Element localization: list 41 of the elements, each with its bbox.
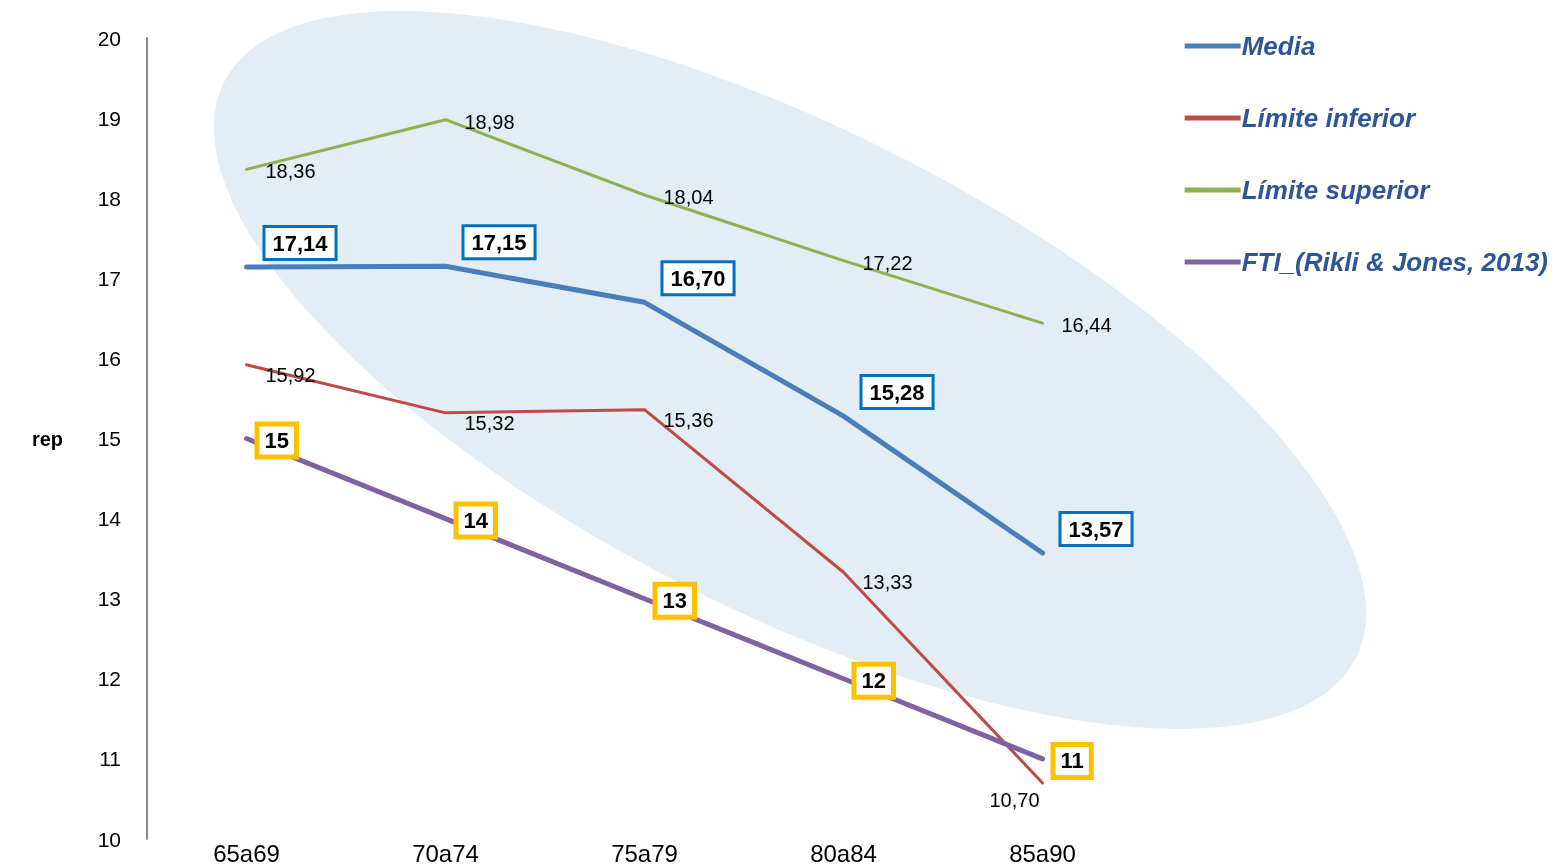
x-tick-label: 80a84	[810, 839, 877, 867]
data-label: 18,36	[265, 160, 316, 183]
y-tick-label: 19	[97, 106, 121, 130]
data-label: 15,32	[464, 411, 515, 434]
x-tick-label: 70a74	[412, 839, 479, 867]
y-tick-label: 17	[97, 266, 121, 290]
y-tick-label: 10	[97, 827, 121, 851]
data-label: 13	[662, 588, 687, 614]
data-label: 18,04	[663, 186, 714, 208]
x-tick-label: 75a79	[611, 839, 678, 867]
data-label: 15,36	[663, 408, 714, 431]
data-label: 12	[861, 668, 886, 694]
y-tick-label: 12	[97, 667, 121, 691]
data-label: 16,44	[1061, 314, 1112, 337]
y-tick-label: 14	[97, 507, 122, 531]
x-tick-label: 85a90	[1009, 839, 1076, 867]
x-tick-label: 65a69	[213, 839, 280, 867]
data-label: 17,14	[272, 230, 329, 256]
y-tick-label: 11	[99, 747, 121, 771]
data-label: 16,70	[670, 265, 726, 291]
y-tick-label: 16	[97, 346, 121, 370]
y-axis-title: rep	[31, 427, 63, 450]
y-tick-label: 15	[97, 427, 121, 450]
data-label: 17,22	[862, 251, 913, 274]
data-label: 17,15	[471, 229, 527, 255]
legend-label: Límite inferior	[1241, 103, 1417, 133]
data-label: 18,98	[464, 110, 515, 133]
data-label: 15	[264, 428, 289, 453]
line-series	[245, 363, 1044, 785]
data-label: 13,57	[1068, 516, 1124, 542]
legend-label: Límite superior	[1241, 175, 1432, 205]
legend-label: Media	[1241, 31, 1316, 61]
data-label: 15,28	[869, 379, 925, 405]
y-tick-label: 18	[97, 186, 121, 210]
data-label: 14	[463, 508, 489, 534]
data-label: 11	[1060, 748, 1084, 774]
data-label: 13,33	[862, 571, 913, 594]
y-tick-label: 13	[97, 587, 121, 611]
legend-label: FTI_(Rikli & Jones, 2013)	[1241, 247, 1548, 277]
data-label: 10,70	[989, 788, 1040, 811]
y-tick-label: 20	[97, 26, 121, 50]
